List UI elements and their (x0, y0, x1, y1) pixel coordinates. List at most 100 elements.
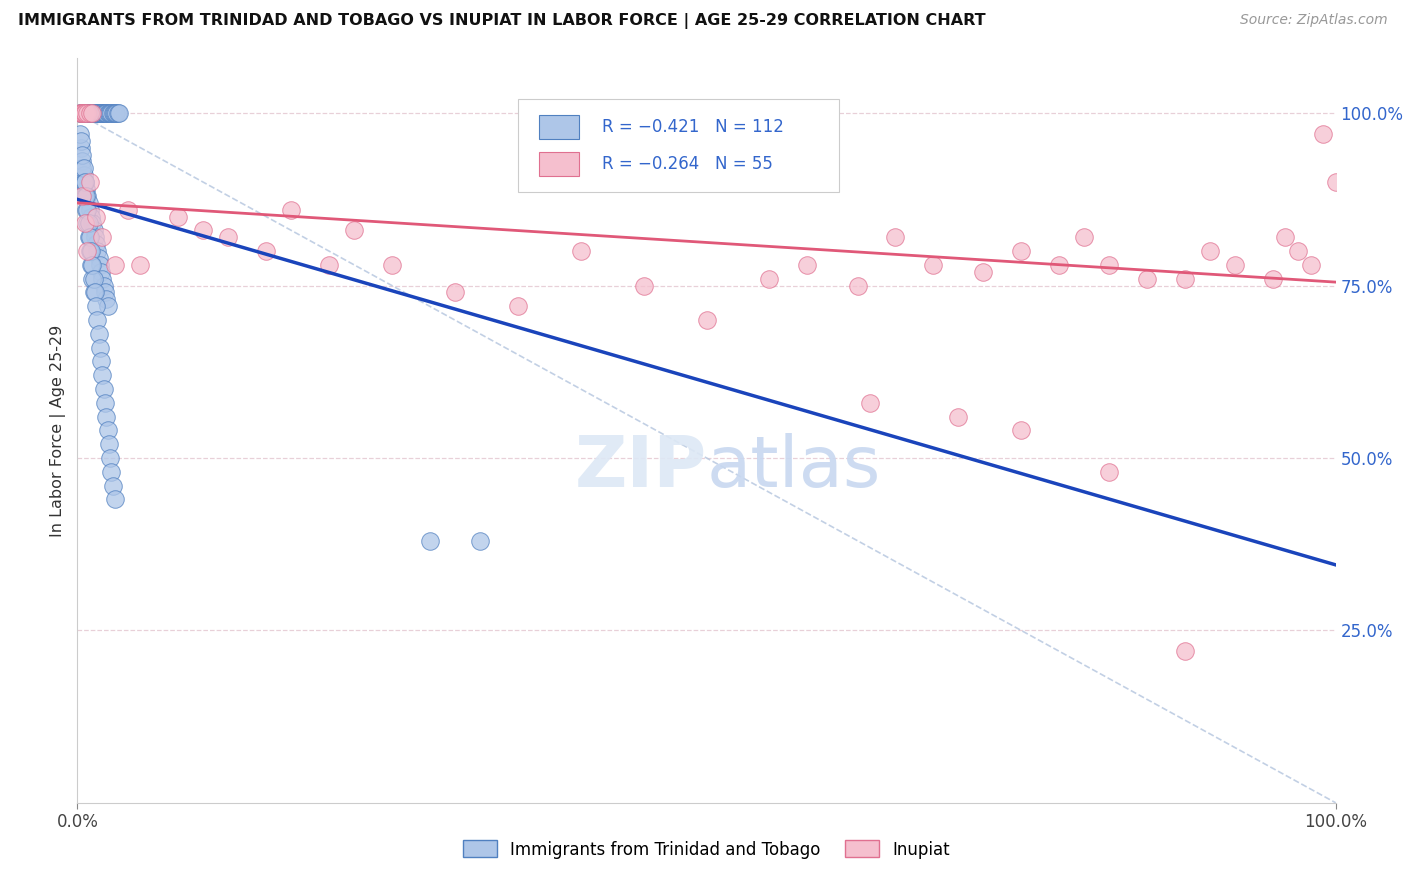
Point (1098, 258, 1121, 272)
Point (846, 278, 869, 293)
Point (73, 217, 96, 231)
Point (758, 271, 780, 285)
Point (90, 265, 112, 279)
Point (84, 230, 107, 244)
Point (77, 195, 100, 210)
Point (90, 354, 112, 368)
Point (84, 299, 107, 313)
Point (69, 106, 91, 120)
Point (72, 106, 94, 120)
Point (80, 210, 103, 224)
Point (79, 106, 101, 120)
Point (97, 106, 120, 120)
Point (87, 251, 110, 265)
Point (82, 271, 104, 285)
Point (91, 368, 114, 383)
Point (117, 202, 139, 217)
Point (70, 106, 93, 120)
Point (100, 465, 122, 479)
Point (101, 478, 124, 492)
Point (94, 106, 117, 120)
Point (167, 210, 190, 224)
Point (76, 244, 98, 258)
Point (72, 106, 94, 120)
Point (82, 258, 104, 272)
Point (569, 244, 592, 258)
Point (86, 106, 108, 120)
Point (79, 230, 101, 244)
Point (1098, 465, 1121, 479)
Point (1073, 230, 1095, 244)
Point (82, 106, 104, 120)
Point (80, 106, 103, 120)
Point (72, 106, 94, 120)
Point (96, 424, 118, 438)
Point (96, 299, 118, 313)
Point (254, 244, 277, 258)
Point (217, 230, 239, 244)
Point (72, 175, 94, 189)
Point (72, 161, 94, 176)
Point (75, 106, 97, 120)
Text: ZIP: ZIP (574, 434, 707, 502)
Point (91, 271, 114, 285)
Point (93, 382, 115, 396)
Point (70, 141, 93, 155)
Point (796, 258, 818, 272)
Point (89, 341, 111, 355)
Point (80, 258, 103, 272)
Point (83, 271, 105, 285)
Point (91, 106, 114, 120)
Point (76, 202, 98, 217)
Point (73, 106, 96, 120)
Point (75, 189, 97, 203)
Point (444, 285, 467, 300)
Point (419, 533, 441, 548)
Point (82, 217, 104, 231)
Text: IMMIGRANTS FROM TRINIDAD AND TOBAGO VS INUPIAT IN LABOR FORCE | AGE 25-29 CORREL: IMMIGRANTS FROM TRINIDAD AND TOBAGO VS I… (18, 13, 986, 29)
Point (1324, 175, 1347, 189)
Point (72, 147, 94, 161)
Point (94, 106, 117, 120)
Point (105, 106, 128, 120)
Text: R = −0.264   N = 55: R = −0.264 N = 55 (602, 155, 773, 173)
Point (91, 106, 114, 120)
Point (84, 237, 107, 252)
Point (1261, 271, 1284, 285)
Point (84, 106, 107, 120)
Point (89, 106, 111, 120)
Point (1174, 271, 1197, 285)
Point (84, 106, 107, 120)
Point (280, 202, 302, 217)
Point (100, 106, 122, 120)
Point (1299, 258, 1322, 272)
Point (87, 106, 110, 120)
Point (859, 396, 882, 410)
Point (1286, 244, 1309, 258)
Point (96, 409, 118, 424)
Point (468, 533, 491, 548)
Point (86, 313, 108, 327)
Point (77, 230, 100, 244)
Point (90, 106, 112, 120)
Point (79, 106, 101, 120)
Point (191, 223, 215, 237)
Point (129, 258, 152, 272)
Point (79, 106, 101, 120)
Point (82, 106, 104, 120)
Point (1136, 271, 1159, 285)
Point (104, 258, 127, 272)
Point (76, 106, 98, 120)
Point (108, 106, 131, 120)
Point (633, 278, 655, 293)
Point (94, 396, 117, 410)
Point (82, 106, 104, 120)
Point (318, 258, 340, 272)
Point (972, 265, 994, 279)
Point (1223, 258, 1246, 272)
Point (104, 492, 127, 507)
Point (98, 106, 121, 120)
Point (73, 189, 96, 203)
Point (89, 106, 111, 120)
Point (96, 106, 118, 120)
